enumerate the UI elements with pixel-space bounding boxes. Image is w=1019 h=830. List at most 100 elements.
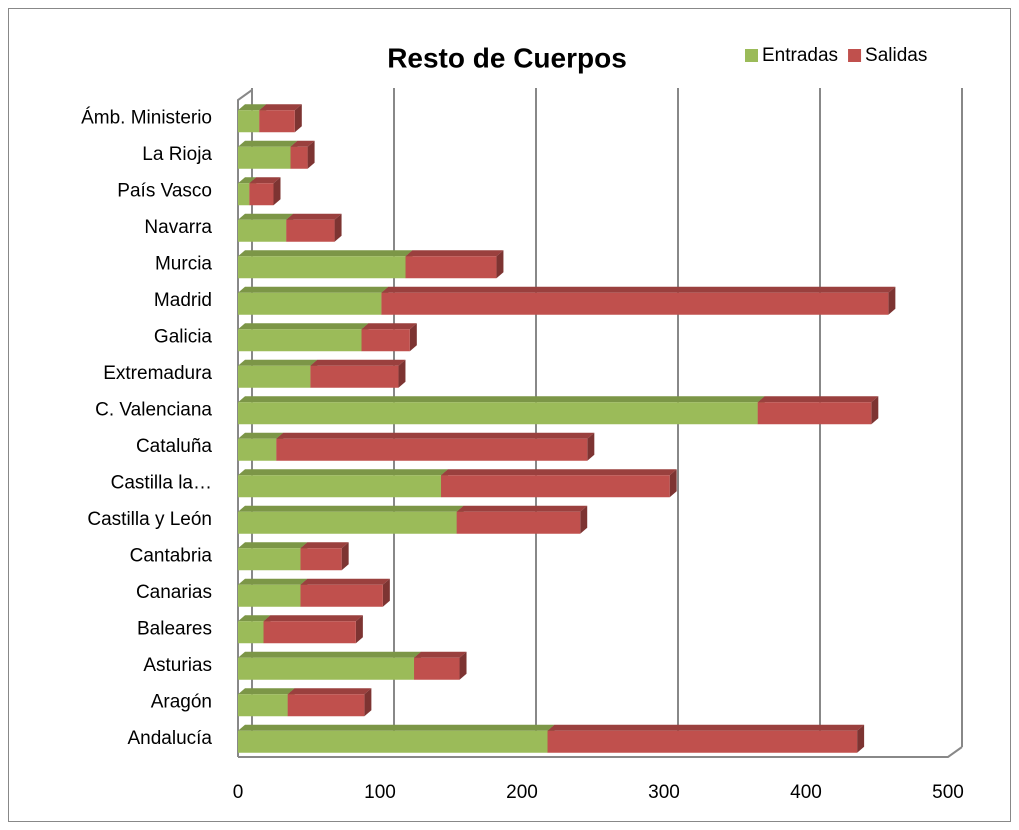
bar xyxy=(456,511,581,534)
bar-top xyxy=(259,104,302,111)
bar-side xyxy=(341,542,349,571)
y-tick-label: La Rioja xyxy=(142,144,212,165)
x-tick-label: 300 xyxy=(648,782,680,803)
y-tick-label: País Vasco xyxy=(117,180,212,201)
y-tick-label: Navarra xyxy=(144,217,212,238)
bar-top xyxy=(300,578,390,585)
x-tick-label: 400 xyxy=(790,782,822,803)
bar xyxy=(238,657,415,680)
legend-label: Entradas xyxy=(762,45,838,66)
bar-top xyxy=(238,469,449,476)
bar-top xyxy=(238,688,295,695)
y-tick-label: C. Valenciana xyxy=(95,399,212,420)
bar-side xyxy=(364,688,372,717)
bar xyxy=(238,548,301,571)
bar-top xyxy=(310,359,406,366)
bar-side xyxy=(496,250,504,279)
y-tick-label: Canarias xyxy=(136,582,212,603)
bar xyxy=(441,475,670,498)
x-tick-label: 100 xyxy=(364,782,396,803)
bar-top xyxy=(238,396,765,403)
bar-top xyxy=(238,615,271,622)
bar-top xyxy=(290,140,315,147)
bar xyxy=(381,292,889,315)
bar-top xyxy=(287,688,372,695)
y-tick-label: Asturias xyxy=(143,655,212,676)
bar-side xyxy=(888,286,896,315)
y-tick-label: Murcia xyxy=(155,253,212,274)
bar-top xyxy=(238,724,555,731)
bar-top xyxy=(238,359,318,366)
bar-top xyxy=(276,432,595,439)
bar-top xyxy=(238,286,389,293)
bar-top xyxy=(249,177,281,184)
x-tick-label: 500 xyxy=(932,782,964,803)
y-tick-label: Castilla la… xyxy=(111,472,212,493)
bar xyxy=(757,402,872,425)
y-tick-label: Ámb. Ministerio xyxy=(81,107,212,128)
bar-side xyxy=(580,505,588,534)
bar xyxy=(238,365,311,388)
bar xyxy=(300,584,383,607)
bar xyxy=(238,402,758,425)
bar-side xyxy=(871,396,879,425)
bar xyxy=(287,694,365,717)
bar-side xyxy=(398,359,406,388)
bar-top xyxy=(238,432,284,439)
bar xyxy=(310,365,399,388)
bar-top xyxy=(286,213,342,220)
bar xyxy=(259,110,295,133)
bar-top xyxy=(361,323,417,330)
bar-top xyxy=(238,213,294,220)
y-tick-label: Baleares xyxy=(137,618,212,639)
bar xyxy=(276,438,588,461)
bar-side xyxy=(459,651,467,680)
bar xyxy=(238,110,260,133)
y-tick-label: Cantabria xyxy=(130,545,213,566)
y-tick-label: Madrid xyxy=(154,290,212,311)
bar xyxy=(414,657,460,680)
bar-top xyxy=(547,724,865,731)
bar-top xyxy=(414,651,467,658)
bar-top xyxy=(300,542,349,549)
chart-title: Resto de Cuerpos xyxy=(387,42,627,73)
bar xyxy=(238,329,362,352)
y-tick-label: Extremadura xyxy=(103,363,212,384)
bar-top xyxy=(238,104,267,111)
x-tick-label: 200 xyxy=(506,782,538,803)
bar xyxy=(547,730,858,753)
bar xyxy=(238,183,250,206)
bar-side xyxy=(409,323,417,352)
bar-top xyxy=(238,323,369,330)
y-tick-label: Aragón xyxy=(151,691,212,712)
bar xyxy=(238,292,382,315)
bar-top xyxy=(381,286,896,293)
bar-top xyxy=(263,615,363,622)
bar-side xyxy=(587,432,595,461)
bar xyxy=(290,146,308,169)
bar-top xyxy=(456,505,588,512)
bar-top xyxy=(405,250,504,257)
floor xyxy=(238,746,963,758)
bar xyxy=(238,730,548,753)
bar-side xyxy=(334,213,342,242)
legend-label: Salidas xyxy=(865,45,927,66)
bar xyxy=(361,329,410,352)
bar xyxy=(405,256,497,279)
y-tick-label: Castilla y León xyxy=(87,509,212,530)
bar-top xyxy=(238,542,308,549)
bar xyxy=(238,438,277,461)
bar-side xyxy=(669,469,677,498)
bar-top xyxy=(757,396,879,403)
bar-side xyxy=(382,578,390,607)
bar-side xyxy=(294,104,302,133)
y-tick-label: Galicia xyxy=(154,326,213,347)
bar xyxy=(238,475,442,498)
bar-side xyxy=(307,140,315,169)
bar-top xyxy=(238,578,308,585)
bar-side xyxy=(355,615,363,644)
bar xyxy=(238,621,264,644)
bar-top xyxy=(238,505,464,512)
bar xyxy=(238,584,301,607)
